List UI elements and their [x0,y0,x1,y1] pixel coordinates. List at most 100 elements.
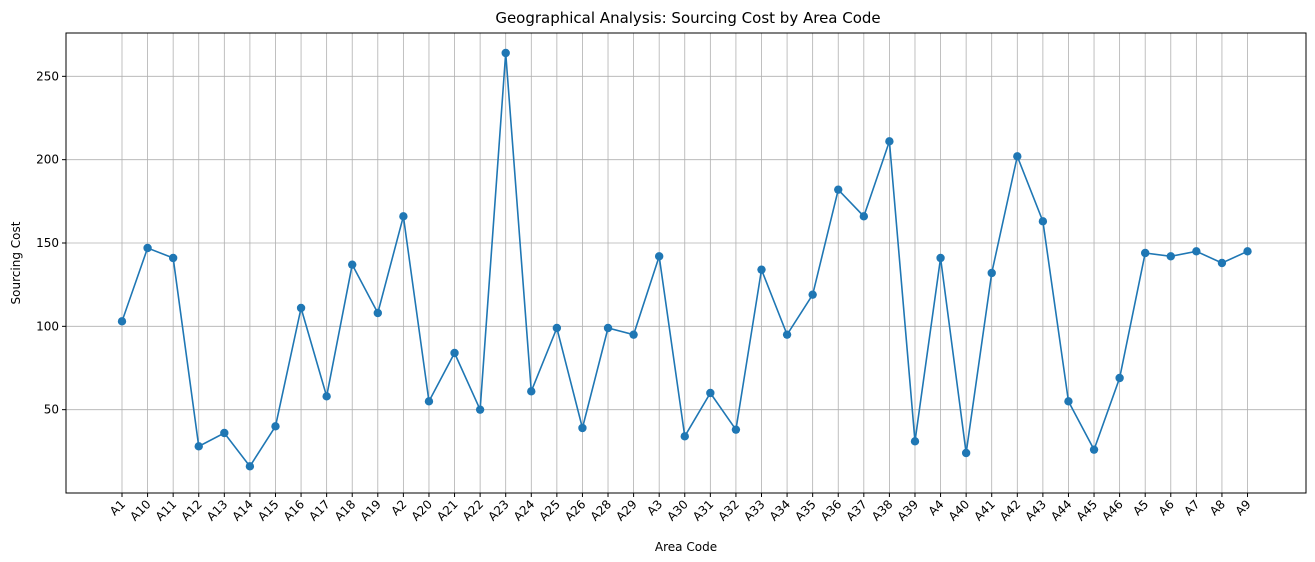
data-point-a24 [527,387,536,396]
x-tick-label: A18 [332,497,359,524]
data-point-a6 [1166,252,1175,261]
x-tick-label: A7 [1181,497,1202,518]
x-tick-label: A29 [613,497,640,524]
data-point-a28 [603,323,613,333]
x-tick-label: A33 [741,497,768,524]
data-point-a30 [680,432,689,441]
data-point-a32 [731,425,741,434]
grid [66,33,1306,493]
data-point-a7 [1192,247,1201,256]
data-point-a1 [117,317,127,326]
x-tick-label: A37 [843,497,870,524]
x-tick-label: A2 [388,497,409,518]
data-point-a34 [782,330,792,339]
x-tick-label: A15 [255,497,282,524]
y-tick-label: 50 [44,403,59,417]
data-point-a13 [220,428,229,438]
data-point-a35 [808,290,817,299]
data-point-a40 [961,448,971,458]
data-point-a3 [654,252,664,261]
x-tick-label: A41 [971,497,998,524]
data-point-a46 [1115,373,1124,383]
x-tick-label: A25 [536,497,563,524]
x-tick-label: A36 [818,497,845,524]
data-point-a29 [629,330,638,339]
x-tick-label: A6 [1156,497,1177,518]
data-point-a41 [987,268,996,278]
data-points [117,48,1252,471]
x-tick-label: A35 [792,497,819,524]
x-axis-ticks: A1 A10 A11 A12 A13 A14 A15 A16 A17 A18 A19 A2 A20 A21… [107,493,1254,524]
data-point-a11 [168,253,178,263]
data-point-a31 [706,388,715,398]
chart-title: Geographical Analysis: Sourcing Cost by … [495,9,880,27]
x-tick-label: A31 [690,497,717,524]
x-tick-label: A13 [204,497,231,524]
data-point-a39 [910,437,920,446]
x-tick-label: A28 [588,497,615,524]
x-tick-label: A19 [357,497,384,524]
data-point-a44 [1064,397,1073,406]
x-tick-label: A23 [485,497,512,524]
y-tick-label: 150 [36,236,59,250]
data-point-a45 [1089,445,1099,454]
y-axis-ticks: 50 100 150 200 250 [36,69,66,417]
data-point-a18 [348,260,357,269]
data-point-a5 [1141,248,1150,258]
x-tick-label: A14 [230,497,257,524]
data-point-a14 [245,462,255,471]
y-tick-label: 200 [36,153,59,167]
data-point-a9 [1243,247,1252,256]
x-tick-label: A1 [107,497,128,518]
x-tick-label: A45 [1074,497,1101,524]
x-tick-label: A34 [767,497,794,524]
x-tick-label: A40 [946,497,973,524]
y-tick-label: 250 [36,69,59,83]
x-tick-label: A38 [869,497,896,524]
data-point-a4 [936,253,945,263]
x-tick-label: A32 [716,497,743,524]
data-point-a20 [424,397,434,406]
data-point-a42 [1013,152,1022,161]
data-point-a22 [475,405,485,414]
data-point-a37 [859,212,869,221]
data-point-a43 [1038,217,1048,226]
x-tick-label: A30 [664,497,691,524]
data-point-a23 [501,48,510,58]
y-tick-label: 100 [36,319,59,333]
data-point-a2 [399,212,408,221]
plot-frame [65,32,1307,494]
x-tick-label: A3 [644,497,665,518]
x-tick-label: A39 [895,497,922,524]
data-point-a33 [757,265,766,274]
x-tick-label: A16 [281,497,308,524]
data-point-a10 [143,243,152,253]
x-tick-label: A26 [562,497,589,524]
x-tick-label: A21 [434,497,461,524]
data-point-a8 [1217,258,1227,268]
data-point-a36 [834,185,843,194]
x-tick-label: A44 [1048,497,1075,524]
data-point-a17 [322,392,331,401]
x-tick-label: A11 [153,497,180,524]
x-tick-label: A4 [926,497,947,518]
x-axis-label: Area Code [655,540,717,554]
x-tick-label: A42 [997,497,1024,524]
x-tick-label: A24 [511,497,538,524]
x-tick-label: A46 [1099,497,1126,524]
x-tick-label: A20 [409,497,436,524]
x-tick-label: A8 [1207,497,1228,518]
data-point-a15 [271,422,280,431]
data-point-a21 [450,348,459,358]
x-tick-label: A5 [1130,497,1151,518]
data-point-a16 [296,303,306,313]
data-point-a38 [885,137,894,146]
x-tick-label: A10 [127,497,154,524]
x-tick-label: A22 [460,497,487,524]
data-point-a26 [578,423,587,433]
x-tick-label: A17 [306,497,333,524]
data-point-a12 [194,442,203,451]
data-point-a25 [552,323,562,333]
y-axis-label: Sourcing Cost [9,221,23,304]
